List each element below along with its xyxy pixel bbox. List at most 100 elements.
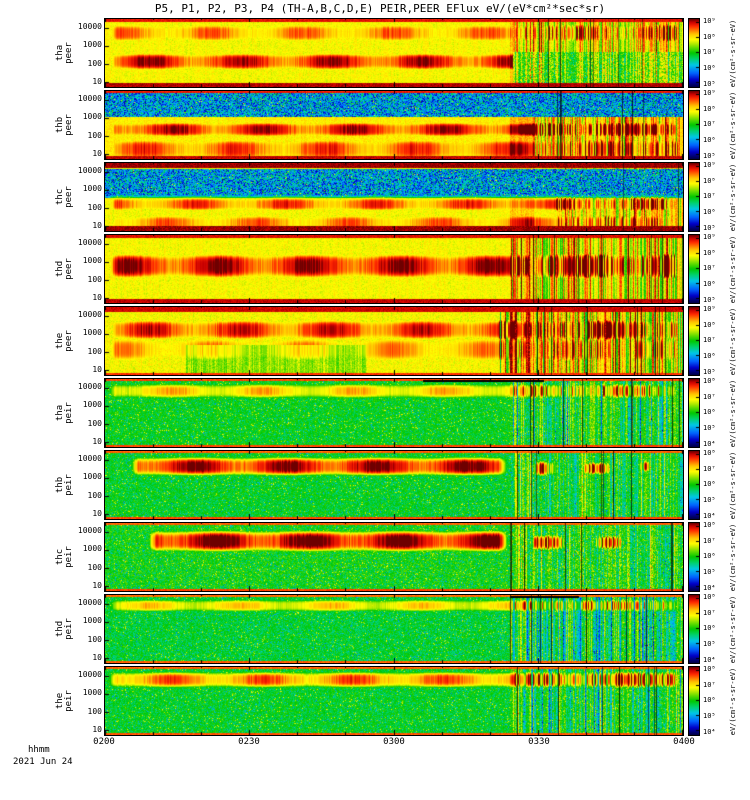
colorbar-frame <box>688 162 700 232</box>
spectrogram-canvas <box>105 91 683 159</box>
y-tick-label: 10000 <box>77 93 102 103</box>
colorbar-frame <box>688 234 700 304</box>
colorbar-tick-label: 10⁴ <box>703 583 716 592</box>
y-tick-label: 10 <box>92 293 102 303</box>
y-tick-label: 100 <box>87 58 102 68</box>
y-tick-label: 100 <box>87 490 102 500</box>
colorbar-tick-label: 10⁸ <box>703 592 716 601</box>
colorbar-tick-label: 10⁵ <box>703 79 716 88</box>
x-axis-format-label: hhmm <box>28 745 50 755</box>
x-tick-label: 0330 <box>528 737 550 747</box>
spectrogram-panel-thc-peir: thc peir 10000 1000 100 10 10⁸ 10⁷ 10⁶ 10⁵ 10⁴ eV/(… <box>0 520 750 592</box>
colorbar-canvas <box>689 451 699 519</box>
spectrogram-panel-thd-peir: thd peir 10000 1000 100 10 10⁸ 10⁷ 10⁶ 10⁵ 10⁴ eV/(… <box>0 592 750 664</box>
spectrogram-canvas <box>105 451 683 519</box>
spectrogram-panel-tha-peer: tha peer 10000 1000 100 10 10⁹ 10⁸ 10⁷ 10⁶ 10⁵ eV/(… <box>0 16 750 88</box>
plot-frame <box>104 90 684 160</box>
y-tick-label: 10000 <box>77 597 102 607</box>
colorbar-canvas <box>689 235 699 303</box>
colorbar-tick-label: 10⁷ <box>703 264 716 273</box>
colorbar-tick-label: 10⁸ <box>703 248 716 257</box>
colorbar-tick-label: 10⁷ <box>703 608 716 617</box>
plot-frame <box>104 378 684 448</box>
spectrogram-canvas <box>105 163 683 231</box>
spectrogram-canvas <box>105 595 683 663</box>
y-tick-label: 1000 <box>82 688 102 698</box>
colorbar-title: eV/(cm²-s-sr-eV) <box>729 91 738 159</box>
spectrogram-panel-the-peir: the peir 10000 1000 100 10 10⁸ 10⁷ 10⁶ 10⁵ 10⁴ eV/(… <box>0 664 750 736</box>
colorbar-tick-label: 10⁵ <box>703 223 716 232</box>
colorbar-title: eV/(cm²-s-sr-eV) <box>729 595 738 663</box>
spectrogram-panel-thc-peer: thc peer 10000 1000 100 10 10⁹ 10⁸ 10⁷ 10⁶ 10⁵ eV/(… <box>0 161 750 232</box>
plot-frame <box>104 666 684 736</box>
plot-frame <box>104 162 684 232</box>
spectrogram-panel-thb-peir: thb peir 10000 1000 100 10 10⁸ 10⁷ 10⁶ 10⁵ 10⁴ eV/(… <box>0 448 750 520</box>
colorbar-tick-label: 10⁵ <box>703 640 716 649</box>
colorbar-title: eV/(cm²-s-sr-eV) <box>729 667 738 735</box>
colorbar-tick-label: 10⁸ <box>703 376 716 385</box>
colorbar-tick-label: 10⁴ <box>703 511 716 520</box>
colorbar-tick-label: 10⁸ <box>703 448 716 457</box>
y-tick-label: 10 <box>92 581 102 591</box>
colorbar-title: eV/(cm²-s-sr-eV) <box>729 307 738 375</box>
spectrogram-panel-thd-peer: thd peer 10000 1000 100 10 10⁹ 10⁸ 10⁷ 10⁶ 10⁵ eV/(… <box>0 233 750 304</box>
colorbar-tick-label: 10⁸ <box>703 664 716 673</box>
y-tick-label: 10000 <box>77 381 102 391</box>
colorbar-tick-label: 10⁶ <box>703 408 716 417</box>
colorbar-title: eV/(cm²-s-sr-eV) <box>729 163 738 231</box>
spectrogram-canvas <box>105 379 683 447</box>
colorbar-tick-label: 10⁷ <box>703 120 716 129</box>
y-tick-label: 1000 <box>82 112 102 122</box>
colorbar-tick-label: 10⁷ <box>703 536 716 545</box>
colorbar-tick-label: 10⁵ <box>703 496 716 505</box>
colorbar-tick-label: 10⁴ <box>703 655 716 664</box>
x-tick-label: 0200 <box>93 737 115 747</box>
y-tick-label: 100 <box>87 202 102 212</box>
y-tick-label: 10000 <box>77 237 102 247</box>
colorbar-tick-label: 10⁶ <box>703 352 716 361</box>
y-tick-label: 1000 <box>82 40 102 50</box>
colorbar-tick-label: 10⁹ <box>703 16 716 25</box>
colorbar-tick-label: 10⁸ <box>703 32 716 41</box>
spectrogram-canvas <box>105 307 683 375</box>
colorbar-title: eV/(cm²-s-sr-eV) <box>729 451 738 519</box>
colorbar-tick-label: 10⁷ <box>703 48 716 57</box>
colorbar-tick-label: 10⁶ <box>703 208 716 217</box>
colorbar-canvas <box>689 595 699 663</box>
colorbar-canvas <box>689 307 699 375</box>
colorbar-tick-label: 10⁷ <box>703 336 716 345</box>
colorbar-tick-label: 10⁸ <box>703 520 716 529</box>
colorbar-tick-label: 10⁵ <box>703 712 716 721</box>
figure-title: P5, P1, P2, P3, P4 (TH-A,B,C,D,E) PEIR,P… <box>154 2 606 15</box>
y-tick-label: 100 <box>87 562 102 572</box>
y-tick-label: 1000 <box>82 544 102 554</box>
colorbar-tick-label: 10⁶ <box>703 624 716 633</box>
colorbar-canvas <box>689 163 699 231</box>
colorbar-title: eV/(cm²-s-sr-eV) <box>729 379 738 447</box>
colorbar-tick-label: 10⁶ <box>703 64 716 73</box>
colorbar-tick-label: 10⁶ <box>703 280 716 289</box>
x-tick-label: 0300 <box>383 737 405 747</box>
y-tick-label: 1000 <box>82 256 102 266</box>
colorbar-tick-label: 10⁵ <box>703 568 716 577</box>
y-tick-label: 10 <box>92 77 102 87</box>
spectrogram-canvas <box>105 667 683 735</box>
colorbar-tick-label: 10⁷ <box>703 464 716 473</box>
y-tick-label: 10 <box>92 653 102 663</box>
y-tick-label: 10000 <box>77 21 102 31</box>
y-tick-label: 100 <box>87 130 102 140</box>
plot-frame <box>104 18 684 88</box>
y-tick-label: 100 <box>87 706 102 716</box>
colorbar-frame <box>688 522 700 592</box>
y-tick-label: 10000 <box>77 165 102 175</box>
y-tick-label: 100 <box>87 418 102 428</box>
colorbar-frame <box>688 18 700 88</box>
y-tick-label: 10 <box>92 149 102 159</box>
plot-frame <box>104 594 684 664</box>
y-tick-label: 10 <box>92 509 102 519</box>
spectrogram-canvas <box>105 19 683 87</box>
colorbar-canvas <box>689 523 699 591</box>
colorbar-tick-label: 10⁵ <box>703 367 716 376</box>
y-tick-label: 100 <box>87 274 102 284</box>
colorbar-tick-label: 10⁸ <box>703 104 716 113</box>
